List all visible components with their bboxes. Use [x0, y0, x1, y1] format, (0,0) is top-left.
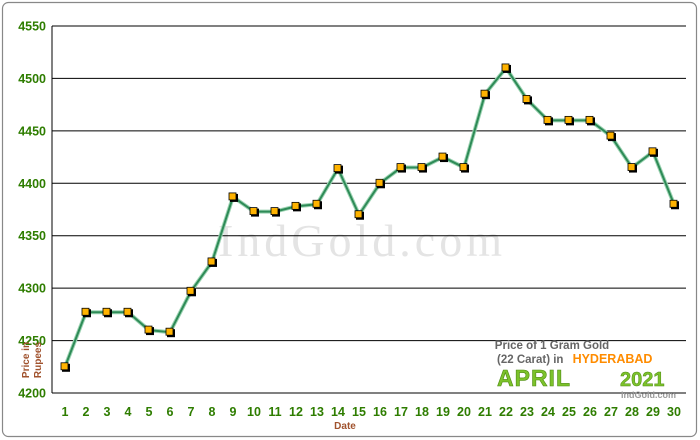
- x-tick-label: 17: [394, 405, 408, 419]
- x-tick-label: 4: [125, 405, 132, 419]
- data-point: [396, 163, 406, 173]
- data-point: [543, 115, 553, 126]
- data-point: [144, 325, 154, 336]
- x-tick-label: 3: [104, 405, 111, 419]
- data-point: [102, 307, 112, 318]
- data-point: [438, 152, 448, 163]
- data-point: [375, 178, 385, 189]
- data-point: [354, 210, 364, 220]
- x-tick-label: 7: [188, 405, 195, 419]
- caption-city: HYDERABAD: [573, 352, 653, 366]
- watermark-text: IndGold.com: [218, 215, 506, 266]
- x-tick-label: 8: [209, 405, 216, 419]
- data-point: [585, 115, 595, 126]
- x-tick-label: 26: [583, 405, 597, 419]
- caption-site: IndGold.com: [621, 390, 676, 400]
- x-tick-label: 30: [667, 405, 681, 419]
- x-tick-label: 12: [289, 405, 303, 419]
- data-point: [627, 163, 637, 173]
- data-point: [60, 362, 70, 372]
- data-point: [501, 63, 511, 73]
- caption-year: 2021: [620, 369, 665, 391]
- data-point: [270, 207, 280, 217]
- y-tick-label: 4450: [18, 124, 46, 138]
- y-tick-label: 4250: [18, 334, 46, 348]
- caption-month: APRIL: [497, 365, 571, 391]
- data-point-markers: [60, 63, 679, 372]
- data-point: [648, 147, 658, 157]
- x-axis-title: Date: [334, 421, 356, 432]
- x-tick-label: 20: [457, 405, 471, 419]
- data-point: [417, 163, 427, 173]
- data-point: [207, 257, 217, 267]
- data-point: [564, 115, 574, 126]
- caption-line2-prefix: (22 Carat) in: [497, 354, 563, 366]
- data-point: [165, 327, 175, 338]
- grid-lines: [51, 25, 686, 394]
- data-point: [606, 131, 616, 142]
- x-tick-label: 28: [625, 405, 639, 419]
- x-tick-label: 22: [499, 405, 513, 419]
- y-tick-label: 4200: [18, 387, 46, 401]
- x-tick-label: 13: [310, 405, 324, 419]
- x-axis-tick-labels: 1 2 3 4 5 6 7 8 9 10 11 12 13 14 15 16 17 18 19 20 21 22 23 24 2…: [62, 405, 681, 419]
- y-axis-tick-labels: 4200 4250 4300 4350 4400 4450 4500 4550: [18, 20, 46, 401]
- x-tick-label: 27: [604, 405, 618, 419]
- x-tick-label: 25: [562, 405, 576, 419]
- x-tick-label: 9: [230, 405, 237, 419]
- x-tick-label: 10: [247, 405, 261, 419]
- data-point: [669, 199, 679, 210]
- data-point: [81, 307, 91, 318]
- x-tick-label: 2: [83, 405, 90, 419]
- y-axis-title-line1: Price in: [21, 342, 32, 378]
- data-point: [459, 163, 469, 173]
- data-point: [480, 89, 490, 100]
- x-tick-label: 19: [436, 405, 450, 419]
- y-tick-label: 4500: [18, 72, 46, 86]
- data-point: [312, 199, 322, 210]
- chart-caption: Price of 1 Gram Gold (22 Carat) in HYDER…: [495, 340, 676, 400]
- x-tick-label: 5: [146, 405, 153, 419]
- x-tick-label: 29: [646, 405, 660, 419]
- x-tick-label: 15: [352, 405, 366, 419]
- x-tick-label: 24: [541, 405, 555, 419]
- y-axis-title-line2: Rupees: [33, 342, 44, 379]
- x-tick-label: 21: [478, 405, 492, 419]
- data-point: [333, 164, 343, 174]
- x-tick-label: 18: [415, 405, 429, 419]
- x-tick-label: 14: [331, 405, 345, 419]
- x-tick-label: 16: [373, 405, 387, 419]
- caption-line1: Price of 1 Gram Gold: [495, 340, 609, 352]
- data-point: [228, 192, 238, 202]
- y-tick-label: 4300: [18, 282, 46, 296]
- data-point: [522, 95, 532, 105]
- y-tick-label: 4400: [18, 177, 46, 191]
- data-point: [249, 207, 259, 217]
- y-tick-label: 4350: [18, 229, 46, 243]
- data-point: [186, 286, 196, 297]
- caption-line2: (22 Carat) in HYDERABAD: [497, 348, 652, 367]
- x-tick-label: 11: [268, 405, 281, 419]
- x-tick-label: 1: [62, 405, 69, 419]
- data-point: [291, 201, 301, 212]
- x-tick-label: 23: [520, 405, 534, 419]
- data-point: [123, 307, 133, 318]
- y-tick-label: 4550: [18, 20, 46, 34]
- x-tick-label: 6: [167, 405, 174, 419]
